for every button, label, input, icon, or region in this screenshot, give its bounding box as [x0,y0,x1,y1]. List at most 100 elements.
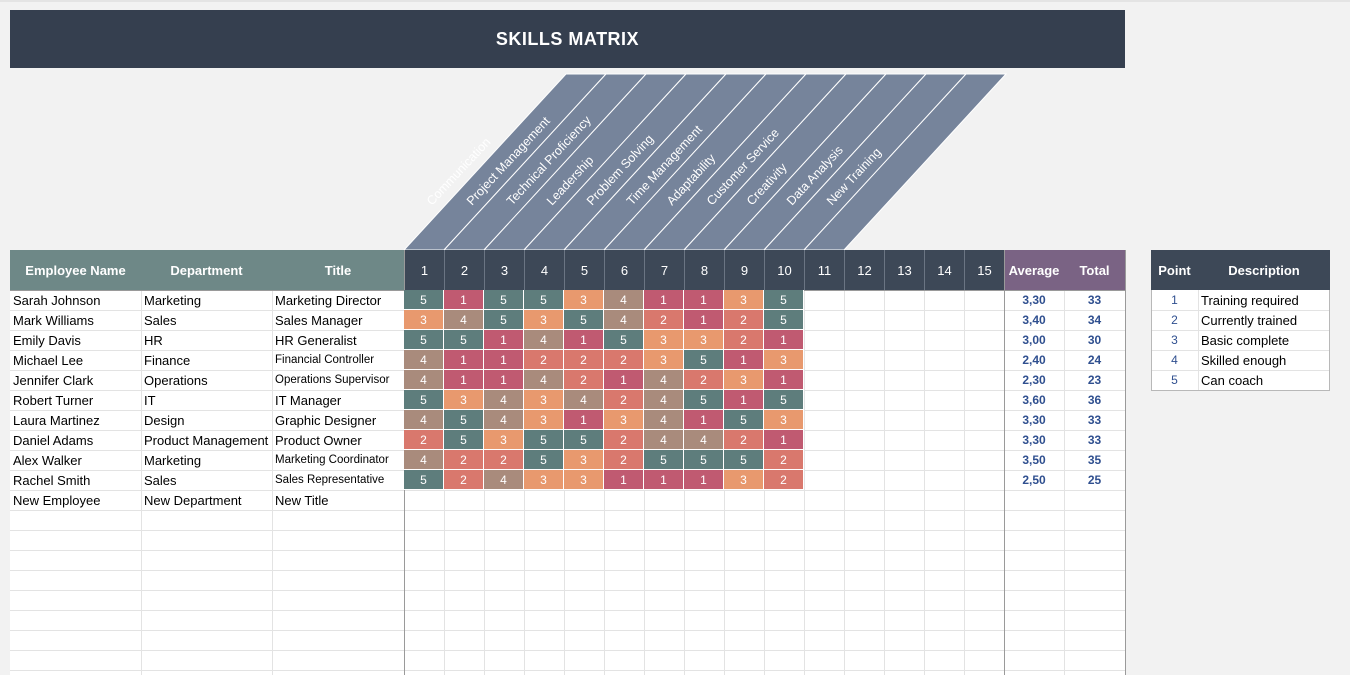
employee-name-cell[interactable]: Alex Walker [13,452,82,468]
skill-score-cell[interactable]: 4 [684,430,724,450]
skill-score-cell[interactable]: 3 [724,370,764,390]
employee-name-cell[interactable]: Daniel Adams [13,432,94,448]
skill-score-cell[interactable]: 5 [444,430,484,450]
skill-score-cell[interactable]: 3 [724,470,764,490]
skill-score-cell[interactable]: 2 [724,330,764,350]
skill-score-cell[interactable]: 5 [524,430,564,450]
title-cell[interactable]: Financial Controller [275,354,375,366]
skill-score-cell[interactable]: 5 [524,450,564,470]
skill-score-cell[interactable]: 4 [524,370,564,390]
title-cell[interactable]: Graphic Designer [275,412,377,428]
skill-score-cell[interactable]: 1 [444,290,484,310]
skill-score-cell[interactable]: 4 [484,390,524,410]
employee-name-cell[interactable]: Jennifer Clark [13,372,94,388]
skill-score-cell[interactable]: 5 [444,330,484,350]
skill-score-cell[interactable]: 1 [684,290,724,310]
skill-score-cell[interactable]: 5 [764,290,804,310]
skill-score-cell[interactable]: 3 [404,310,444,330]
skill-score-cell[interactable]: 5 [564,430,604,450]
skill-score-cell[interactable]: 1 [644,290,684,310]
skill-score-cell[interactable]: 4 [404,370,444,390]
department-cell[interactable]: Sales [144,472,177,488]
employee-name-cell[interactable]: Sarah Johnson [13,292,101,308]
title-cell[interactable]: Operations Supervisor [275,374,390,386]
skill-score-cell[interactable]: 3 [764,350,804,370]
employee-name-cell[interactable]: Michael Lee [13,352,84,368]
skill-score-cell[interactable]: 3 [724,290,764,310]
skill-score-cell[interactable]: 3 [524,410,564,430]
skill-score-cell[interactable]: 5 [724,410,764,430]
skill-score-cell[interactable]: 1 [764,370,804,390]
skill-score-cell[interactable]: 5 [404,390,444,410]
skill-score-cell[interactable]: 3 [604,410,644,430]
employee-name-cell[interactable]: Emily Davis [13,332,81,348]
skill-score-cell[interactable]: 2 [404,430,444,450]
title-cell[interactable]: Sales Representative [275,474,385,486]
skill-score-cell[interactable]: 2 [444,470,484,490]
skill-score-cell[interactable]: 5 [684,390,724,410]
department-cell[interactable]: Design [144,412,185,428]
skill-score-cell[interactable]: 1 [564,330,604,350]
skill-score-cell[interactable]: 2 [524,350,564,370]
title-cell[interactable]: Product Owner [275,432,362,448]
employee-name-cell[interactable]: Mark Williams [13,312,94,328]
department-cell[interactable]: Marketing [144,292,202,308]
skill-score-cell[interactable]: 5 [564,310,604,330]
skill-score-cell[interactable]: 4 [644,390,684,410]
skill-score-cell[interactable]: 5 [484,310,524,330]
title-cell[interactable]: HR Generalist [275,332,357,348]
department-cell[interactable]: Operations [144,372,208,388]
skill-score-cell[interactable]: 3 [684,330,724,350]
skill-score-cell[interactable]: 3 [484,430,524,450]
skill-score-cell[interactable]: 5 [524,290,564,310]
employee-name-cell[interactable]: Rachel Smith [13,472,91,488]
skill-score-cell[interactable]: 1 [684,310,724,330]
skill-score-cell[interactable]: 2 [724,310,764,330]
skill-score-cell[interactable]: 1 [604,470,644,490]
department-cell[interactable]: IT [144,392,156,408]
skill-score-cell[interactable]: 4 [524,330,564,350]
title-cell[interactable]: IT Manager [275,392,342,408]
employee-name-cell[interactable]: Robert Turner [13,392,94,408]
skill-score-cell[interactable]: 1 [444,350,484,370]
skill-score-cell[interactable]: 4 [564,390,604,410]
department-cell[interactable]: Sales [144,312,177,328]
skill-score-cell[interactable]: 4 [444,310,484,330]
skill-score-cell[interactable]: 4 [484,470,524,490]
skill-score-cell[interactable]: 4 [604,290,644,310]
skill-score-cell[interactable]: 1 [764,330,804,350]
skill-score-cell[interactable]: 5 [684,350,724,370]
skill-score-cell[interactable]: 2 [604,350,644,370]
skill-score-cell[interactable]: 5 [404,290,444,310]
skill-score-cell[interactable]: 5 [684,450,724,470]
skill-score-cell[interactable]: 1 [684,470,724,490]
skill-score-cell[interactable]: 3 [524,390,564,410]
skill-score-cell[interactable]: 3 [764,410,804,430]
skill-score-cell[interactable]: 5 [644,450,684,470]
skill-score-cell[interactable]: 3 [644,330,684,350]
department-cell[interactable]: New Department [144,492,242,508]
skill-score-cell[interactable]: 2 [724,430,764,450]
skill-score-cell[interactable]: 2 [764,450,804,470]
skill-score-cell[interactable]: 4 [404,450,444,470]
skill-score-cell[interactable]: 1 [484,330,524,350]
skill-score-cell[interactable]: 1 [684,410,724,430]
skill-score-cell[interactable]: 1 [724,350,764,370]
skill-score-cell[interactable]: 1 [564,410,604,430]
title-cell[interactable]: Marketing Coordinator [275,454,389,466]
skill-score-cell[interactable]: 1 [444,370,484,390]
skill-score-cell[interactable]: 1 [764,430,804,450]
skill-score-cell[interactable]: 4 [644,430,684,450]
title-cell[interactable]: Sales Manager [275,312,363,328]
skill-score-cell[interactable]: 3 [564,470,604,490]
skill-score-cell[interactable]: 3 [444,390,484,410]
department-cell[interactable]: Marketing [144,452,202,468]
skill-score-cell[interactable]: 2 [604,430,644,450]
skill-score-cell[interactable]: 3 [564,450,604,470]
skill-score-cell[interactable]: 5 [764,390,804,410]
skill-score-cell[interactable]: 4 [604,310,644,330]
department-cell[interactable]: Finance [144,352,191,368]
skill-score-cell[interactable]: 1 [724,390,764,410]
skill-score-cell[interactable]: 2 [604,450,644,470]
title-cell[interactable]: New Title [275,492,329,508]
